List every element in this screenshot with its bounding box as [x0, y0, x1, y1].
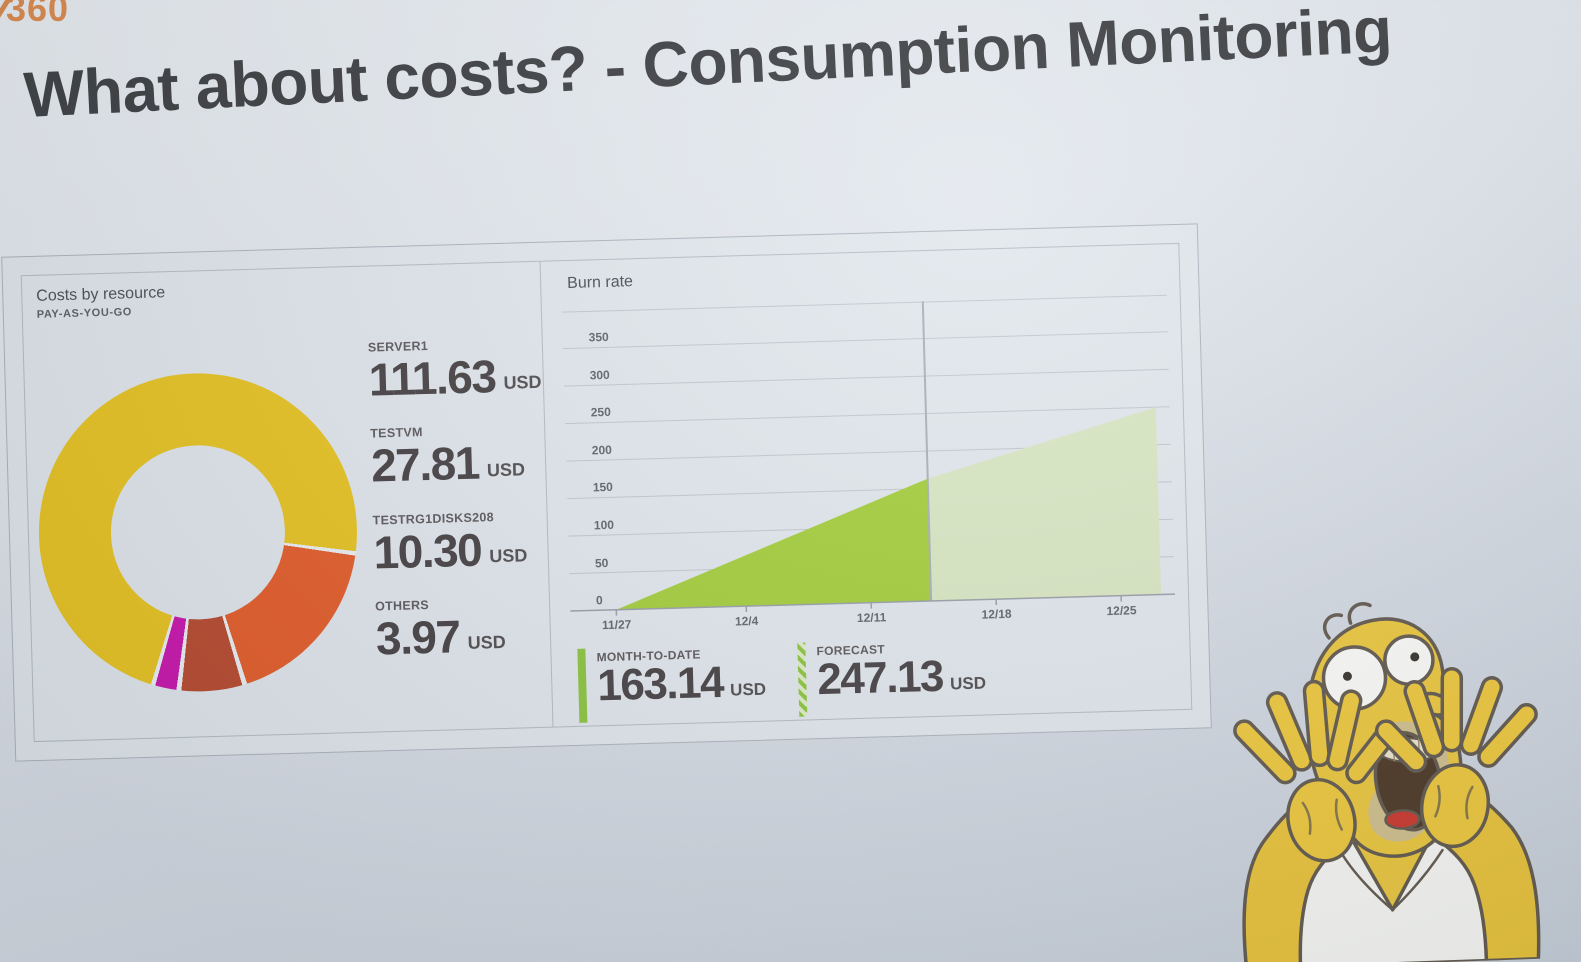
- y-axis-tick-label: 250: [590, 404, 611, 420]
- homer-right-eye: [1383, 634, 1435, 686]
- donut-hole: [108, 443, 288, 622]
- cost-item-server1: SERVER1 111.63 USD: [368, 336, 542, 406]
- stat-value-row: 163.14 USD: [596, 657, 767, 711]
- cost-list: SERVER1 111.63 USD TESTVM 27.81 USD TEST…: [368, 336, 548, 686]
- cost-item-value: 10.30: [372, 523, 482, 579]
- stat-value-row: 247.13 USD: [816, 651, 987, 705]
- cost-item-value: 3.97: [375, 610, 461, 665]
- x-axis-ticks: [615, 595, 1122, 616]
- homer-illustration: [1233, 602, 1541, 962]
- brand-logo-text: 360: [6, 0, 70, 26]
- y-axis-tick-label: 50: [594, 555, 609, 571]
- brand-logo: 360: [6, 0, 69, 26]
- cost-item-testrg1disks208: TESTRG1DISKS208 10.30 USD: [372, 508, 544, 579]
- stat-content: MONTH-TO-DATE 163.14 USD: [596, 644, 766, 723]
- stat-unit: USD: [949, 673, 987, 694]
- y-axis-tick-label: 100: [593, 517, 615, 533]
- actual-area: [616, 478, 932, 610]
- stat-value: 163.14: [596, 657, 724, 711]
- y-axis-tick-label: 350: [588, 329, 609, 345]
- y-axis-tick-label: 0: [595, 593, 603, 608]
- consumption-dashboard-panel: Costs by resource PAY-AS-YOU-GO SERVER1 …: [1, 223, 1212, 762]
- x-axis-tick-label: 12/4: [734, 613, 759, 629]
- burn-rate-tile: Burn rate 350 300 250 200 150 100 50 0 1…: [540, 242, 1193, 728]
- costs-tile-subtitle: PAY-AS-YOU-GO: [36, 306, 133, 321]
- stat-content: FORECAST 247.13 USD: [816, 637, 986, 716]
- costs-donut-chart: [34, 369, 362, 696]
- costs-tile-header: Costs by resource PAY-AS-YOU-GO: [36, 284, 166, 321]
- x-axis-tick-label: 11/27: [601, 617, 632, 633]
- slide-title: What about costs? - Consumption Monitori…: [22, 0, 1394, 131]
- homer-right-hand: [1374, 666, 1541, 962]
- burn-rate-chart: 350 300 250 200 150 100 50 0 11/27 12/4 …: [561, 294, 1176, 641]
- forecast-bar: [797, 642, 808, 717]
- cost-item-value-row: 27.81 USD: [370, 436, 541, 492]
- cost-item-value: 27.81: [370, 436, 480, 492]
- forecast-area: [927, 407, 1162, 601]
- x-axis-tick-label: 12/25: [1106, 603, 1137, 619]
- x-axis-tick-label: 12/18: [981, 606, 1012, 622]
- cost-item-unit: USD: [486, 458, 526, 480]
- cost-item-value-row: 3.97 USD: [375, 610, 546, 665]
- cost-item-others: OTHERS 3.97 USD: [375, 595, 547, 665]
- today-marker-line: [921, 301, 933, 602]
- y-axis-tick-label: 150: [592, 479, 614, 495]
- y-axis-tick-label: 300: [589, 367, 610, 383]
- costs-tile-title: Costs by resource: [36, 284, 166, 305]
- burn-rate-plot-svg: [561, 294, 1176, 616]
- homer-left-hand: [1233, 679, 1396, 962]
- costs-by-resource-tile: Costs by resource PAY-AS-YOU-GO SERVER1 …: [20, 260, 554, 743]
- x-axis-line: [570, 593, 1176, 612]
- stat-unit: USD: [729, 679, 767, 700]
- homer-hair-curls: [1322, 602, 1372, 640]
- logo-partial-letter-icon: [0, 0, 12, 22]
- cost-item-testvm: TESTVM 27.81 USD: [370, 422, 542, 492]
- stat-value: 247.13: [816, 651, 944, 705]
- cost-item-unit: USD: [489, 545, 528, 567]
- cost-item-value: 111.63: [368, 350, 497, 406]
- cost-item-value-row: 10.30 USD: [372, 523, 544, 579]
- burn-rate-title: Burn rate: [566, 273, 634, 293]
- cost-item-value-row: 111.63 USD: [368, 350, 542, 406]
- x-axis-tick-label: 12/11: [856, 610, 887, 626]
- homer-tongue: [1384, 809, 1421, 830]
- stat-month-to-date: MONTH-TO-DATE 163.14 USD: [577, 644, 766, 723]
- cost-item-unit: USD: [467, 632, 506, 654]
- month-to-date-bar: [577, 648, 588, 723]
- y-axis-tick-label: 200: [591, 442, 613, 458]
- stat-forecast: FORECAST 247.13 USD: [797, 637, 986, 717]
- cost-item-unit: USD: [503, 372, 542, 394]
